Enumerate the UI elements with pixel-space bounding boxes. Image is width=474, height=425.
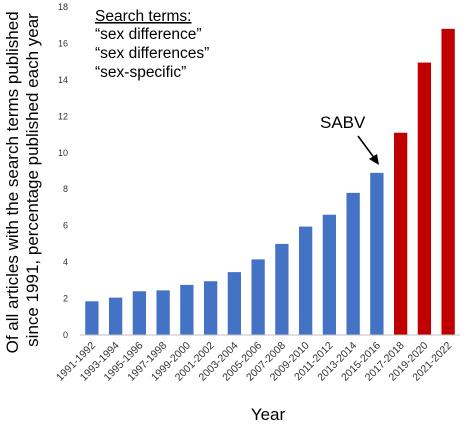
legend-title: Search terms:	[95, 8, 191, 25]
y-tick-label: 10	[58, 148, 68, 158]
y-tick-label: 12	[58, 111, 68, 121]
bar-2021-2022	[441, 28, 455, 336]
legend: Search terms: “sex difference” “sex diff…	[95, 8, 209, 81]
y-tick-label: 4	[63, 257, 68, 267]
y-tick-label: 6	[63, 221, 68, 231]
annotation-arrow-shaft	[357, 135, 376, 160]
legend-item: “sex differences”	[95, 45, 209, 62]
bar-1997-1998	[156, 290, 170, 335]
bar-2001-2002	[203, 281, 218, 335]
bar-2013-2014	[346, 192, 360, 335]
bar-2003-2004	[227, 272, 242, 335]
y-tick-label: 18	[58, 2, 68, 12]
y-tick-label: 8	[63, 184, 68, 194]
x-ticks-group: 1991-19921993-19941995-19961997-19981999…	[54, 340, 454, 384]
y-ticks-group: 0 2 4 6 8 10 12 14 16 18	[58, 2, 68, 340]
bar-2015-2016	[370, 172, 384, 335]
y-axis-title-line-1: Of all articles with the search terms pu…	[3, 11, 22, 353]
annotation-label: SABV	[320, 113, 366, 132]
annotation-arrow-head	[369, 154, 379, 165]
bar-2009-2010	[298, 226, 313, 335]
y-tick-label: 16	[58, 38, 68, 48]
legend-item: “sex-specific”	[95, 64, 186, 81]
bar-2017-2018	[393, 132, 408, 335]
y-tick-label: 2	[63, 294, 68, 304]
bar-1999-2000	[180, 284, 194, 335]
bar-1991-1992	[85, 301, 99, 335]
bar-2007-2008	[275, 243, 289, 335]
y-tick-label: 0	[63, 330, 68, 340]
bar-2019-2020	[417, 62, 432, 335]
bar-1993-1994	[108, 297, 123, 335]
bar-2005-2006	[251, 259, 265, 335]
bar-2011-2012	[322, 214, 337, 335]
legend-item: “sex difference”	[95, 26, 202, 43]
sabv-annotation: SABV	[320, 113, 379, 165]
x-axis-title: Year	[251, 405, 286, 424]
bar-1995-1996	[132, 291, 147, 335]
y-axis-title: Of all articles with the search terms pu…	[3, 7, 42, 354]
y-axis-title-line-2: since 1991, percentage published each ye…	[23, 13, 42, 347]
y-tick-label: 14	[58, 75, 68, 85]
bars-group	[85, 28, 455, 336]
